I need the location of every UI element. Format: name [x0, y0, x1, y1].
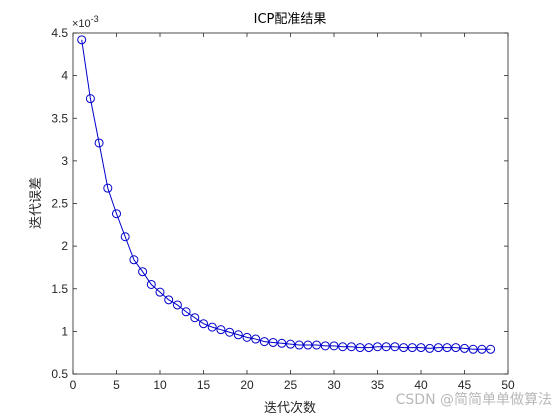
data-point	[225, 327, 235, 337]
data-point	[94, 138, 104, 148]
data-point	[155, 287, 165, 297]
data-point	[207, 322, 217, 332]
data-point	[364, 343, 374, 353]
axes-frame	[72, 32, 509, 375]
y-tick-label: 2.5	[51, 197, 68, 211]
chart-title: ICP配准结果	[254, 12, 327, 27]
watermark: CSDN @简简单单做算法	[396, 391, 552, 408]
y-axis-title: 迭代误差	[29, 177, 44, 229]
x-tick-label: 20	[240, 378, 254, 392]
x-tick-label: 15	[197, 378, 211, 392]
y-tick-label: 1.5	[51, 282, 68, 296]
x-tick-label: 40	[414, 378, 428, 392]
y-tick-label: 4	[61, 69, 68, 83]
x-tick-label: 0	[70, 378, 77, 392]
x-tick-label: 45	[458, 378, 472, 392]
data-point	[277, 338, 287, 348]
data-point	[251, 334, 261, 344]
data-point	[355, 343, 365, 353]
data-point	[172, 300, 182, 310]
x-tick-label: 5	[113, 378, 120, 392]
y-tick-label: 4.5	[51, 26, 68, 40]
plot-area	[73, 33, 508, 374]
data-point	[390, 342, 400, 352]
data-point	[181, 307, 191, 317]
data-point	[233, 330, 243, 340]
data-point	[373, 342, 382, 352]
data-point	[77, 35, 87, 45]
y-tick-label: 3	[61, 154, 68, 168]
x-axis-ticks: 0 5 10 15 20 25 30 35 40 45 50	[70, 33, 515, 392]
data-point	[268, 337, 278, 347]
y-tick-label: 1	[61, 324, 68, 338]
data-point	[103, 183, 113, 193]
data-point	[286, 339, 295, 349]
data-point	[120, 232, 130, 242]
data-point	[259, 337, 269, 347]
x-tick-label: 30	[327, 378, 341, 392]
data-point	[329, 341, 339, 351]
data-point	[486, 344, 496, 354]
data-point	[320, 341, 330, 351]
data-point	[199, 319, 208, 329]
y-tick-label: 3.5	[51, 111, 68, 125]
data-point	[407, 343, 417, 353]
data-point	[216, 325, 226, 335]
data-point	[190, 313, 200, 323]
data-point	[303, 340, 313, 350]
data-point	[129, 255, 139, 265]
data-point	[381, 342, 391, 352]
data-point	[146, 279, 156, 289]
x-tick-label: 25	[284, 378, 298, 392]
x-axis-title: 迭代次数	[264, 400, 316, 416]
data-point	[399, 343, 409, 353]
data-point	[164, 295, 174, 305]
data-point	[425, 343, 435, 353]
y-exponent-label: ×10-3	[72, 14, 99, 30]
data-point	[442, 343, 452, 353]
data-point	[312, 340, 322, 350]
data-point	[451, 343, 461, 353]
y-tick-label: 0.5	[51, 367, 68, 381]
data-point	[346, 342, 356, 352]
x-tick-label: 10	[153, 378, 167, 392]
data-point	[138, 267, 148, 277]
data-series	[77, 35, 496, 354]
data-point	[338, 342, 348, 352]
data-point	[242, 332, 252, 342]
x-tick-label: 50	[501, 378, 515, 392]
data-point	[468, 344, 478, 354]
x-tick-label: 35	[371, 378, 385, 392]
data-point	[294, 340, 304, 350]
data-point	[460, 343, 469, 353]
data-point	[85, 94, 95, 104]
data-point	[112, 209, 121, 219]
y-tick-label: 2	[61, 239, 68, 253]
data-point	[477, 344, 487, 354]
data-point	[433, 343, 443, 353]
y-axis-ticks: 0.5 1 1.5 2 2.5 3 3.5 4 4.5	[51, 26, 508, 381]
data-point	[416, 343, 426, 353]
